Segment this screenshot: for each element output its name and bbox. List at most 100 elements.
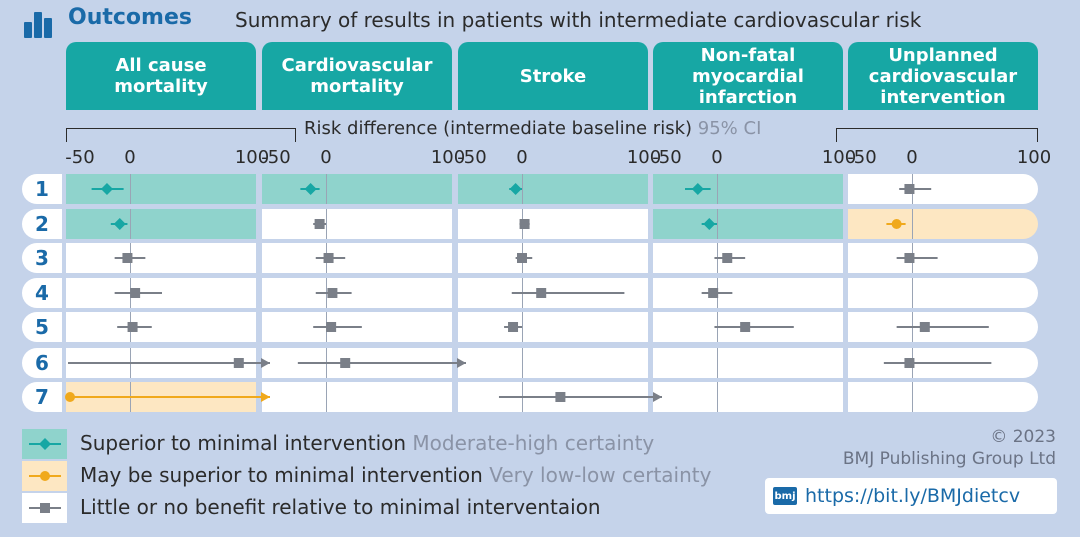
legend-label: Superior to minimal intervention Moderat…	[80, 431, 655, 455]
zero-line	[717, 348, 718, 378]
forest-cell	[262, 312, 452, 342]
row-number: 3	[22, 243, 62, 273]
tick-label: -50	[261, 147, 291, 168]
zero-line	[522, 312, 523, 342]
forest-cell	[848, 348, 1038, 378]
legend-marker	[38, 438, 51, 450]
bmj-logo-icon: bmj	[773, 487, 797, 505]
tick-label: 0	[124, 147, 136, 168]
outcome-header: Stroke	[458, 42, 648, 110]
outcome-header: Cardiovascular mortality	[262, 42, 452, 110]
tick-label: 100	[234, 147, 270, 168]
forest-cell	[262, 209, 452, 239]
forest-cell	[653, 209, 843, 239]
axis-title-text: Risk difference (intermediate baseline r…	[304, 118, 693, 139]
forest-cell	[653, 382, 843, 412]
tick-label: 0	[711, 147, 723, 168]
tick-label: 100	[430, 147, 466, 168]
zero-line	[522, 174, 523, 204]
forest-cell	[458, 209, 648, 239]
zero-line	[326, 174, 327, 204]
copyright: © 2023 BMJ Publishing Group Ltd	[842, 427, 1056, 469]
forest-cell	[653, 312, 843, 342]
forest-cell	[66, 174, 256, 204]
zero-line	[717, 312, 718, 342]
forest-cell	[653, 348, 843, 378]
zero-line	[130, 348, 131, 378]
forest-cell	[458, 243, 648, 273]
zero-line	[326, 382, 327, 412]
row-number: 4	[22, 278, 62, 308]
zero-line	[130, 243, 131, 273]
zero-line	[912, 382, 913, 412]
zero-line	[130, 174, 131, 204]
zero-line	[130, 278, 131, 308]
row-number: 1	[22, 174, 62, 204]
row-number: 2	[22, 209, 62, 239]
forest-cell	[458, 312, 648, 342]
zero-line	[130, 382, 131, 412]
zero-line	[912, 348, 913, 378]
legend-marker	[39, 503, 50, 513]
legend-marker	[39, 471, 50, 481]
legend-swatch	[22, 429, 67, 459]
axis-ci-label: 95% CI	[697, 118, 762, 139]
zero-line	[717, 174, 718, 204]
forest-cell	[848, 382, 1038, 412]
zero-line	[912, 278, 913, 308]
zero-line	[326, 209, 327, 239]
legend-certainty: Very low-low certainty	[482, 463, 712, 487]
axis-bracket-left	[66, 128, 296, 142]
forest-cell	[848, 174, 1038, 204]
forest-cell	[66, 348, 256, 378]
zero-line	[912, 209, 913, 239]
bar-chart-icon	[24, 10, 56, 38]
zero-line	[912, 243, 913, 273]
forest-cell	[458, 278, 648, 308]
forest-cell	[66, 209, 256, 239]
forest-cell	[262, 174, 452, 204]
forest-cell	[262, 348, 452, 378]
url-text[interactable]: https://bit.ly/BMJdietcv	[805, 485, 1021, 507]
zero-line	[522, 209, 523, 239]
zero-line	[326, 312, 327, 342]
zero-line	[522, 243, 523, 273]
zero-line	[717, 382, 718, 412]
zero-line	[717, 243, 718, 273]
tick-label: 100	[821, 147, 857, 168]
zero-line	[912, 312, 913, 342]
url-link[interactable]: bmj https://bit.ly/BMJdietcv	[765, 478, 1057, 514]
forest-cell	[848, 278, 1038, 308]
forest-cell	[653, 174, 843, 204]
zero-line	[130, 209, 131, 239]
axis-bracket-right	[836, 128, 1038, 142]
forest-cell	[458, 348, 648, 378]
zero-line	[130, 312, 131, 342]
legend-label: Little or no benefit relative to minimal…	[80, 495, 601, 519]
forest-cell	[262, 382, 452, 412]
forest-cell	[458, 174, 648, 204]
tick-label: 0	[516, 147, 528, 168]
outcome-header: Non-fatal myocardial infarction	[653, 42, 843, 110]
tick-label: 0	[320, 147, 332, 168]
forest-cell	[848, 209, 1038, 239]
outcome-header: Unplanned cardiovascular intervention	[848, 42, 1038, 110]
forest-cell	[262, 243, 452, 273]
legend-swatch	[22, 493, 67, 523]
zero-line	[326, 243, 327, 273]
forest-cell	[66, 243, 256, 273]
outcome-header: All cause mortality	[66, 42, 256, 110]
zero-line	[522, 348, 523, 378]
forest-cell	[848, 243, 1038, 273]
forest-cell	[66, 312, 256, 342]
forest-cell	[458, 382, 648, 412]
zero-line	[326, 348, 327, 378]
row-number: 6	[22, 348, 62, 378]
zero-line	[522, 382, 523, 412]
zero-line	[912, 174, 913, 204]
tick-label: -50	[457, 147, 487, 168]
tick-label: 100	[1016, 147, 1052, 168]
header: Outcomes Summary of results in patients …	[0, 0, 1080, 42]
row-number: 5	[22, 312, 62, 342]
forest-cell	[848, 312, 1038, 342]
